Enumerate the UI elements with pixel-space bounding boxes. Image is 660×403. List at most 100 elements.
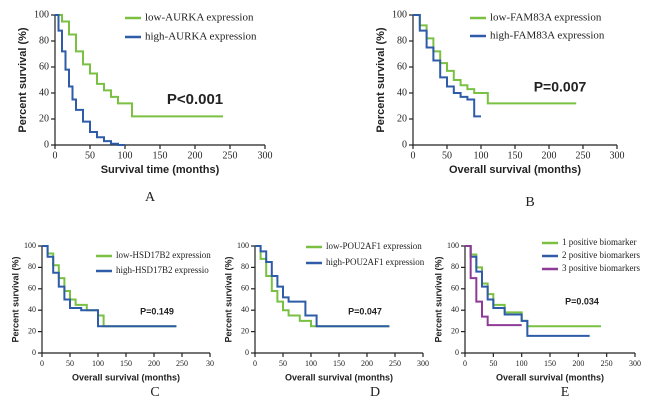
y-tick-label: 60 (39, 61, 49, 72)
x-tick-label: 300 (610, 150, 625, 161)
y-tick-label: 20 (451, 326, 459, 335)
x-tick-label: 100 (305, 359, 317, 368)
y-tick-label: 20 (28, 326, 36, 335)
y-tick-label: 80 (241, 262, 249, 271)
legend-label: high-FAM83A expression (490, 30, 605, 42)
survival-curve (255, 245, 390, 328)
panel-label: A (145, 190, 156, 205)
y-tick-label: 100 (237, 241, 249, 250)
x-tick-label: 150 (544, 359, 556, 368)
legend-label: high-HSD17B2 expressio (116, 265, 209, 275)
legend-label: high-AURKA expression (145, 31, 257, 43)
y-axis-label: Percent survival (%) (223, 256, 233, 342)
y-tick-label: 60 (28, 284, 36, 293)
x-tick-label: 0 (40, 359, 44, 368)
y-axis-label: Percent survival (%) (375, 27, 387, 132)
y-tick-label: 100 (392, 9, 407, 20)
survival-curve (55, 14, 125, 146)
x-axis-label: Overall survival (months) (285, 372, 393, 382)
survival-curve (42, 245, 177, 328)
y-axis-label: Percent survival (%) (433, 256, 443, 342)
survival-curve (465, 245, 522, 327)
x-tick-label: 0 (253, 359, 257, 368)
x-tick-label: 100 (118, 150, 133, 161)
y-tick-label: 0 (32, 348, 36, 357)
x-tick-label: 200 (361, 359, 373, 368)
x-tick-label: 250 (601, 359, 613, 368)
y-tick-label: 80 (397, 35, 407, 46)
x-tick-label: 300 (417, 359, 429, 368)
p-value: P=0.149 (140, 306, 174, 316)
y-axis-label: Percent survival (%) (10, 256, 20, 342)
x-tick-label: 0 (463, 359, 467, 368)
y-tick-label: 40 (28, 305, 36, 314)
y-tick-label: 40 (241, 305, 249, 314)
x-tick-label: 300 (629, 359, 641, 368)
y-tick-label: 100 (24, 241, 36, 250)
y-tick-label: 40 (397, 87, 407, 98)
x-tick-label: 0 (53, 150, 58, 161)
legend-label: low-POU2AF1 expression (326, 241, 422, 251)
x-axis-label: Survival time (months) (101, 164, 220, 176)
x-tick-label: 100 (92, 359, 104, 368)
legend-label: 3 positive biomarkers (562, 263, 640, 273)
p-value: P<0.001 (167, 91, 223, 108)
p-value: P=0.007 (534, 79, 587, 95)
x-tick-label: 100 (516, 359, 528, 368)
y-tick-label: 40 (39, 87, 49, 98)
y-tick-label: 20 (39, 113, 49, 124)
x-tick-label: 0 (411, 150, 416, 161)
y-tick-label: 80 (451, 262, 459, 271)
panel-label: C (150, 385, 159, 400)
x-axis-label: Overall survival (months) (449, 164, 581, 176)
x-tick-label: 200 (542, 150, 557, 161)
x-tick-label: 200 (188, 150, 203, 161)
x-tick-label: 150 (508, 150, 523, 161)
x-tick-label: 200 (148, 359, 160, 368)
panel-label: D (370, 385, 380, 400)
y-axis-label: Percent survival (%) (17, 27, 29, 132)
p-value: P=0.047 (348, 306, 382, 316)
legend-label: low-AURKA expression (145, 12, 254, 24)
x-tick-label: 150 (333, 359, 345, 368)
x-tick-label: 300 (258, 150, 273, 161)
x-tick-label: 200 (572, 359, 584, 368)
legend-label: 1 positive biomarker (562, 237, 636, 247)
x-tick-label: 150 (153, 150, 168, 161)
y-tick-label: 0 (44, 139, 49, 150)
y-tick-label: 100 (34, 9, 49, 20)
legend-label: low-HSD17B2 expression (116, 250, 211, 260)
x-tick-label: 50 (66, 359, 74, 368)
p-value: P=0.034 (565, 296, 599, 306)
x-axis-label: Overall survival (months) (496, 372, 604, 382)
panel-label: E (561, 385, 570, 400)
y-tick-label: 60 (397, 61, 407, 72)
legend-label: low-FAM83A expression (490, 12, 602, 24)
x-tick-label: 150 (120, 359, 132, 368)
y-tick-label: 100 (447, 241, 459, 250)
x-tick-label: 250 (223, 150, 238, 161)
survival-curve (413, 14, 481, 118)
y-tick-label: 20 (241, 326, 249, 335)
x-tick-label: 250 (176, 359, 188, 368)
panel-label: B (525, 195, 534, 210)
x-axis-label: Overall survival (months) (72, 372, 180, 382)
x-tick-label: 100 (474, 150, 489, 161)
y-tick-label: 80 (28, 262, 36, 271)
y-tick-label: 60 (241, 284, 249, 293)
y-tick-label: 40 (451, 305, 459, 314)
y-tick-label: 0 (245, 348, 249, 357)
legend-label: 2 positive biomarkers (562, 250, 640, 260)
legend-label: high-POU2AF1 expression (326, 257, 425, 267)
x-tick-label: 250 (389, 359, 401, 368)
y-tick-label: 60 (451, 284, 459, 293)
survival-curve (465, 245, 590, 337)
x-tick-label: 50 (442, 150, 452, 161)
survival-curve (55, 14, 223, 118)
x-tick-label: 50 (85, 150, 95, 161)
x-tick-label: 50 (279, 359, 287, 368)
y-tick-label: 80 (39, 35, 49, 46)
x-tick-label: 30 (206, 359, 214, 368)
y-tick-label: 0 (402, 139, 407, 150)
